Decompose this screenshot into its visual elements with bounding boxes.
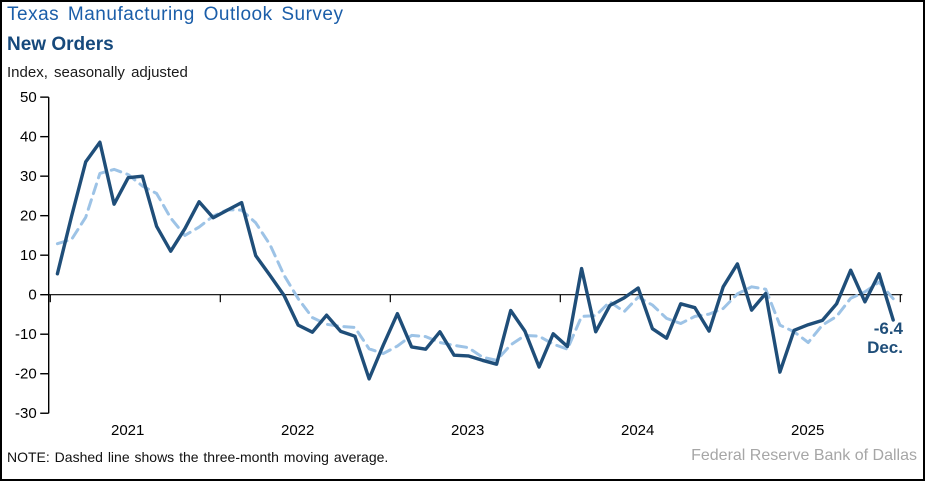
x-tick-label: 2022 [281, 422, 314, 439]
last-value-number: -6.4 [873, 319, 903, 338]
y-tick-label: -20 [15, 366, 37, 383]
y-tick-label: 50 [20, 89, 37, 106]
x-tick-label: 2025 [791, 422, 824, 439]
x-tick-label: 2021 [111, 422, 144, 439]
source-label: Federal Reserve Bank of Dallas [691, 447, 917, 464]
footnote: NOTE: Dashed line shows the three-month … [7, 449, 389, 465]
last-value-month: Dec. [867, 338, 903, 357]
y-axis-unit-label: Index, seasonally adjusted [7, 64, 188, 81]
x-tick-label: 2023 [451, 422, 484, 439]
y-tick-label: 0 [28, 287, 36, 304]
y-tick-label: -10 [15, 326, 37, 343]
chart-subtitle: New Orders [7, 34, 114, 55]
y-tick-label: 20 [20, 208, 37, 225]
moving-average-line [55, 167, 895, 362]
y-tick-label: 40 [20, 129, 37, 146]
y-tick-label: 30 [20, 168, 37, 185]
last-value-annotation: -6.4 Dec. [837, 319, 903, 357]
y-tick-label: -30 [15, 405, 37, 422]
y-tick-label: 10 [20, 247, 37, 264]
chart-title: Texas Manufacturing Outlook Survey [7, 4, 344, 25]
x-tick-label: 2024 [621, 422, 654, 439]
monthly-series-line [55, 140, 895, 381]
